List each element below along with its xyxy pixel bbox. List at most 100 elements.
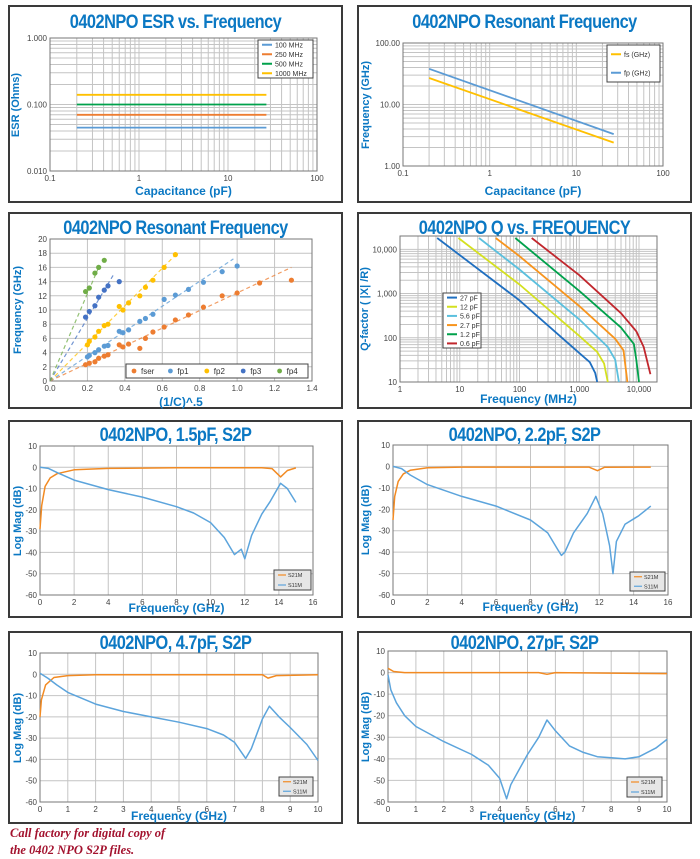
data-point bbox=[161, 324, 167, 330]
footer-note-line2: the 0402 NPO S2P files. bbox=[10, 843, 135, 857]
x-tick-label: 1.0 bbox=[232, 384, 244, 393]
legend-label: 250 MHz bbox=[275, 52, 304, 59]
y-tick-label: 4 bbox=[43, 349, 48, 358]
x-tick-label: 1.2 bbox=[269, 384, 281, 393]
data-point bbox=[82, 288, 89, 295]
y-tick-label: 1.000 bbox=[27, 34, 48, 43]
y-tick-label: 0.100 bbox=[27, 101, 48, 110]
x-tick-label: 4 bbox=[497, 805, 502, 814]
legend-label: fp2 bbox=[214, 367, 226, 376]
series-12-pf bbox=[457, 237, 609, 383]
x-tick-label: 3 bbox=[121, 805, 126, 814]
x-tick-label: 8 bbox=[528, 598, 533, 607]
series-5-6-pf bbox=[478, 237, 620, 383]
x-tick-label: 0.1 bbox=[397, 169, 409, 178]
legend-label: 500 MHz bbox=[275, 61, 304, 68]
data-point bbox=[92, 359, 98, 365]
x-tick-label: 10 bbox=[224, 174, 233, 183]
legend-label: 100 MHz bbox=[275, 42, 304, 49]
data-point bbox=[82, 314, 89, 320]
x-tick-label: 6 bbox=[553, 805, 558, 814]
chart-title: 0402NPO Resonant Frequency bbox=[412, 12, 637, 33]
legend-label: 2.7 pF bbox=[460, 323, 480, 330]
y-tick-label: -10 bbox=[373, 690, 385, 699]
series-fp3 bbox=[49, 274, 122, 382]
x-tick-label: 6 bbox=[205, 805, 210, 814]
data-point bbox=[161, 296, 167, 302]
x-tick-label: 0 bbox=[386, 805, 391, 814]
x-tick-label: 14 bbox=[629, 598, 638, 607]
data-point bbox=[219, 269, 225, 275]
data-point bbox=[116, 279, 122, 285]
legend-label: 1000 MHz bbox=[275, 71, 307, 78]
series-s21m bbox=[387, 667, 668, 676]
x-tick-label: 7 bbox=[232, 805, 237, 814]
y-tick-label: -60 bbox=[378, 591, 390, 600]
x-tick-label: 6 bbox=[140, 598, 145, 607]
legend-label: S11M bbox=[641, 790, 655, 796]
series-line bbox=[387, 667, 668, 676]
data-point bbox=[150, 277, 156, 283]
chart-title: 0402NPO Q vs. FREQUENCY bbox=[418, 218, 631, 239]
x-tick-label: 0.0 bbox=[44, 384, 56, 393]
x-tick-label: 10 bbox=[314, 805, 323, 814]
y-tick-label: 10,000 bbox=[373, 245, 398, 254]
legend-label: fs (GHz) bbox=[624, 52, 650, 59]
series-line bbox=[39, 466, 297, 530]
data-point bbox=[150, 329, 156, 335]
x-tick-label: 4 bbox=[460, 598, 465, 607]
y-tick-label: 16 bbox=[38, 263, 47, 272]
data-point bbox=[120, 307, 126, 313]
legend-label: S21M bbox=[641, 780, 656, 786]
x-tick-label: 5 bbox=[177, 805, 182, 814]
data-point bbox=[137, 345, 143, 351]
legend-label: S21M bbox=[644, 575, 659, 581]
legend-label: S11M bbox=[288, 583, 302, 589]
x-tick-label: 0.6 bbox=[157, 384, 169, 393]
x-tick-label: 10 bbox=[455, 385, 464, 394]
series-line bbox=[392, 465, 652, 575]
x-tick-label: 10 bbox=[206, 598, 215, 607]
x-axis-label: Frequency (GHz) bbox=[128, 601, 225, 615]
data-point bbox=[105, 283, 111, 289]
y-tick-label: -30 bbox=[378, 527, 390, 536]
series-fp1 bbox=[49, 258, 240, 382]
y-tick-label: -20 bbox=[25, 506, 37, 515]
series-s11m bbox=[39, 672, 319, 761]
data-point bbox=[105, 342, 111, 349]
legend: S21M S11M bbox=[273, 569, 312, 591]
y-tick-label: -40 bbox=[25, 755, 37, 764]
x-tick-label: 8 bbox=[174, 598, 179, 607]
x-tick-label: 8 bbox=[260, 805, 265, 814]
y-tick-label: 0.010 bbox=[27, 167, 48, 176]
x-tick-label: 0.1 bbox=[44, 174, 56, 183]
data-point bbox=[86, 360, 92, 366]
data-point bbox=[92, 303, 98, 309]
series-1-2-pf bbox=[514, 237, 640, 383]
y-tick-label: -10 bbox=[25, 485, 37, 494]
x-tick-label: 16 bbox=[664, 598, 673, 607]
data-point bbox=[172, 317, 178, 323]
series-fp-ghz- bbox=[428, 67, 615, 135]
x-tick-label: 12 bbox=[595, 598, 604, 607]
legend: S21M S11M bbox=[626, 776, 663, 798]
chart-3: 0.0 0.2 0.4 0.6 0.8 1.0 1.2 1.4 0 2 4 6 8 10 12 14 16 18 2… bbox=[38, 235, 318, 393]
data-point bbox=[101, 287, 107, 293]
plot-frame bbox=[387, 650, 668, 803]
series-line bbox=[457, 237, 609, 383]
series-line bbox=[39, 672, 319, 761]
y-tick-label: 20 bbox=[38, 235, 47, 244]
x-tick-label: 0.8 bbox=[194, 384, 206, 393]
legend-label: fp3 bbox=[250, 367, 262, 376]
x-tick-label: 1,000 bbox=[569, 385, 590, 394]
data-point bbox=[105, 352, 111, 358]
x-tick-label: 6 bbox=[494, 598, 499, 607]
legend-label: fp (GHz) bbox=[624, 70, 650, 77]
x-tick-label: 9 bbox=[288, 805, 293, 814]
data-point bbox=[96, 294, 102, 300]
y-tick-label: 0 bbox=[43, 377, 48, 386]
x-tick-label: 0 bbox=[391, 598, 396, 607]
x-tick-label: 4 bbox=[106, 598, 111, 607]
